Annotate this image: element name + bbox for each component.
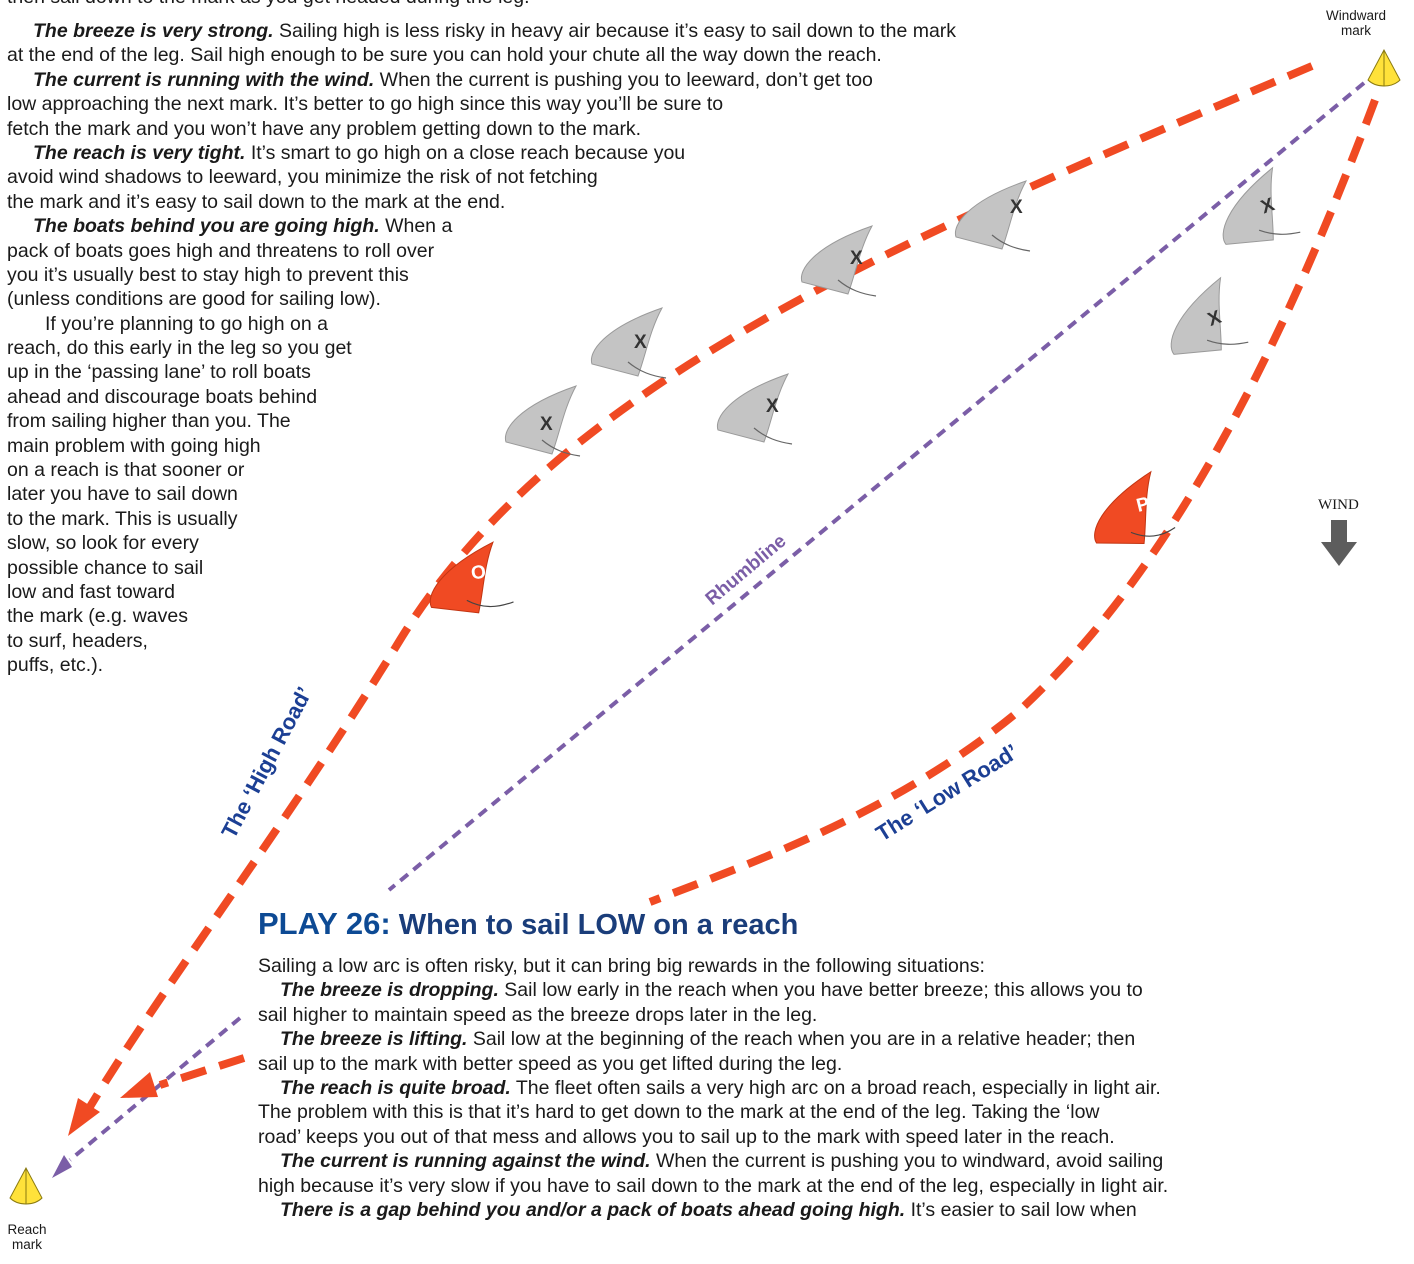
s2-line-1: The breeze is lifting. Sail low at the b… bbox=[258, 1027, 1168, 1051]
p5-line-6: main problem with going high bbox=[7, 434, 261, 457]
play-body: Sailing a low arc is often risky, but it… bbox=[258, 954, 1168, 1222]
s2-text-1: Sail low at the beginning of the reach w… bbox=[467, 1028, 1136, 1051]
rhumbline bbox=[387, 81, 1366, 892]
p5-line-10: slow, so look for every bbox=[7, 532, 199, 555]
reach-mark-icon bbox=[9, 1166, 43, 1205]
s2-line-2: sail up to the mark with better speed as… bbox=[258, 1052, 843, 1075]
s5-text-1: It’s easier to sail low when bbox=[905, 1198, 1137, 1221]
boat-x-1: X bbox=[504, 385, 581, 457]
p4-heading: The boats behind you are going high. bbox=[33, 215, 380, 238]
s4-line-2: high because it’s very slow if you have … bbox=[258, 1174, 1169, 1197]
s1-line-2: sail higher to maintain speed as the bre… bbox=[258, 1003, 818, 1026]
s2-heading: The breeze is lifting. bbox=[280, 1028, 468, 1051]
windward-mark-label-line-1: Windward bbox=[1325, 8, 1387, 23]
p5-line-12: low and fast toward bbox=[7, 580, 176, 603]
windward-mark-icon bbox=[1367, 48, 1401, 87]
p5-line-14: to surf, headers, bbox=[7, 629, 148, 652]
boat-x-2: X bbox=[590, 307, 667, 379]
cut-off-line: then sail down to the mark as you get he… bbox=[7, 0, 530, 9]
s3-heading: The reach is quite broad. bbox=[280, 1076, 511, 1099]
s3-line-1: The reach is quite broad. The fleet ofte… bbox=[258, 1076, 1168, 1100]
p5-line-11: possible chance to sail bbox=[7, 556, 204, 579]
p2-text-1: When the current is pushing you to leewa… bbox=[374, 68, 873, 91]
boat-x-5: X bbox=[954, 180, 1031, 252]
p4-line-4: (unless conditions are good for sailing … bbox=[7, 288, 381, 311]
s1-heading: The breeze is dropping. bbox=[280, 979, 499, 1002]
windward-mark-label-line-2: mark bbox=[1341, 23, 1371, 38]
s4-line-1: The current is running against the wind.… bbox=[258, 1149, 1168, 1173]
boat-x-4: X bbox=[800, 225, 877, 297]
wind-arrow-icon bbox=[1321, 520, 1357, 566]
play-title-text: When to sail LOW on a reach bbox=[390, 909, 799, 941]
boat-x-1-letter: X bbox=[540, 414, 553, 435]
s1-text-1: Sail low early in the reach when you hav… bbox=[498, 979, 1143, 1002]
p4-line-2: pack of boats goes high and threatens to… bbox=[7, 239, 435, 262]
play-number: PLAY 26: bbox=[258, 906, 391, 941]
p5-line-4: ahead and discourage boats behind bbox=[7, 385, 318, 408]
p3-line-2: avoid wind shadows to leeward, you minim… bbox=[7, 166, 598, 189]
p5-line-13: the mark (e.g. waves bbox=[7, 605, 188, 628]
p1-heading: The breeze is very strong. bbox=[33, 20, 274, 42]
boat-x-7: X bbox=[1153, 277, 1249, 367]
play-intro: Sailing a low arc is often risky, but it… bbox=[258, 955, 985, 977]
boat-p-letter: P bbox=[1134, 493, 1152, 517]
boat-o: O bbox=[422, 541, 514, 620]
p2-line-1: The current is running with the wind. Wh… bbox=[7, 68, 956, 92]
p5-line-15: puffs, etc.). bbox=[7, 654, 104, 677]
high-road-arrowhead bbox=[68, 1098, 100, 1136]
reach-mark-label-line-2: mark bbox=[12, 1237, 42, 1252]
windward-mark-label: Windward mark bbox=[1316, 8, 1396, 38]
boat-p: P bbox=[1081, 471, 1176, 556]
p3-line-1: The reach is very tight. It’s smart to g… bbox=[7, 141, 956, 165]
boat-x-3: X bbox=[716, 373, 793, 445]
s5-heading: There is a gap behind you and/or a pack … bbox=[280, 1198, 906, 1221]
s3-line-3: road’ keeps you out of that mess and all… bbox=[258, 1125, 1115, 1148]
p3-heading: The reach is very tight. bbox=[33, 141, 246, 164]
p1-line-1: The breeze is very strong. Sailing high … bbox=[7, 19, 956, 43]
p5-line-9: to the mark. This is usually bbox=[7, 507, 238, 530]
p5-line-2: reach, do this early in the leg so you g… bbox=[7, 337, 352, 360]
top-paragraphs: The breeze is very strong. Sailing high … bbox=[7, 19, 956, 678]
p5-line-1: If you’re planning to go high on a bbox=[45, 312, 328, 335]
boat-x-4-letter: X bbox=[850, 248, 863, 269]
boat-x-2-letter: X bbox=[634, 332, 647, 353]
p3-line-3: the mark and it’s easy to sail down to t… bbox=[7, 190, 506, 213]
p1-line-2: at the end of the leg. Sail high enough … bbox=[7, 44, 882, 67]
low-road-continuation bbox=[158, 1054, 246, 1089]
wind-label: WIND bbox=[1318, 497, 1359, 513]
boat-x-6: X bbox=[1205, 167, 1301, 257]
p5-line-8: later you have to sail down bbox=[7, 483, 238, 506]
boat-x-5-letter: X bbox=[1010, 197, 1023, 218]
p4-text-1: When a bbox=[379, 215, 453, 238]
p4-line-1: The boats behind you are going high. Whe… bbox=[7, 214, 956, 238]
s3-text-1: The fleet often sails a very high arc on… bbox=[510, 1076, 1161, 1099]
reach-mark-label-line-1: Reach bbox=[7, 1222, 47, 1237]
play-title: PLAY 26: When to sail LOW on a reach bbox=[258, 906, 798, 942]
p5-line-5: from sailing higher than you. The bbox=[7, 410, 291, 433]
s4-heading: The current is running against the wind. bbox=[280, 1150, 651, 1173]
s5-line-1: There is a gap behind you and/or a pack … bbox=[258, 1198, 1168, 1222]
boat-o-letter: O bbox=[470, 562, 488, 585]
p5-line-7: on a reach is that sooner or bbox=[7, 459, 245, 482]
s3-line-2: The problem with this is that it’s hard … bbox=[258, 1101, 1100, 1124]
s4-text-1: When the current is pushing you to windw… bbox=[650, 1150, 1164, 1173]
s1-line-1: The breeze is dropping. Sail low early i… bbox=[258, 978, 1168, 1002]
high-road-label: The ‘High Road’ bbox=[216, 683, 317, 843]
p2-line-3: fetch the mark and you won’t have any pr… bbox=[7, 117, 642, 140]
p1-text-1: Sailing high is less risky in heavy air … bbox=[273, 20, 957, 42]
p5-line-3: up in the ‘passing lane’ to roll boats bbox=[7, 361, 311, 384]
p2-heading: The current is running with the wind. bbox=[33, 68, 375, 91]
p3-text-1: It’s smart to go high on a close reach b… bbox=[245, 141, 686, 164]
p4-line-3: you it’s usually best to stay high to pr… bbox=[7, 263, 409, 286]
rhumbline-arrowhead bbox=[52, 1155, 72, 1178]
boat-x-3-letter: X bbox=[766, 396, 779, 417]
reach-mark-label: Reach mark bbox=[0, 1222, 54, 1252]
p2-line-2: low approaching the next mark. It’s bett… bbox=[7, 93, 724, 116]
low-road-arrowhead bbox=[120, 1072, 158, 1098]
